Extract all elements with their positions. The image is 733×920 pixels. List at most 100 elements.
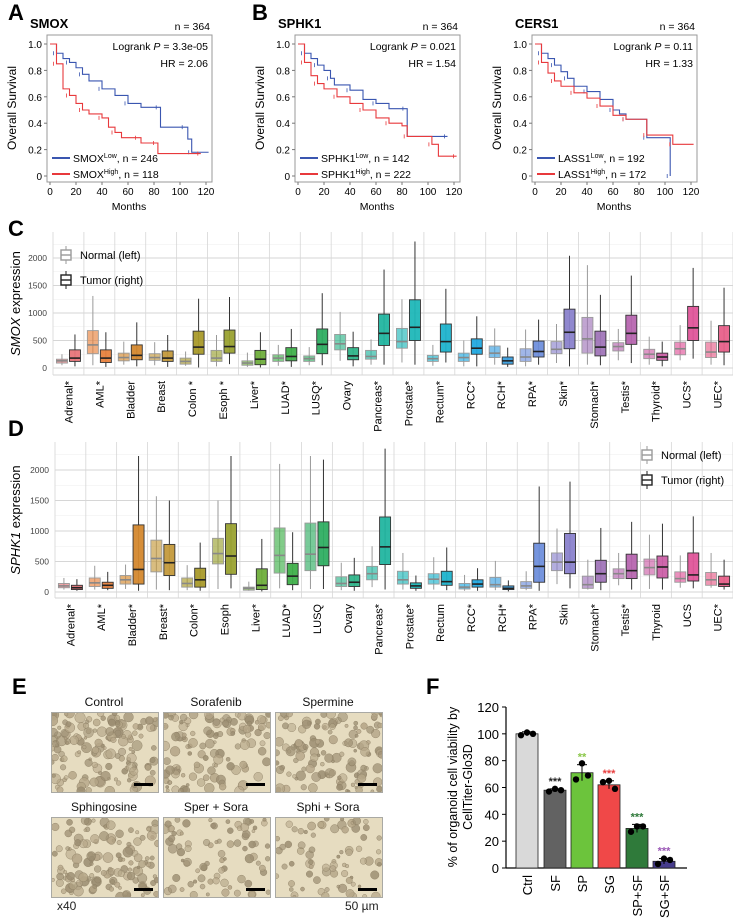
box-normal bbox=[303, 347, 316, 366]
box-normal bbox=[674, 325, 687, 361]
p-symbol: P bbox=[411, 41, 418, 53]
organoid-image bbox=[164, 713, 270, 792]
box-tumor bbox=[656, 341, 669, 367]
box-tumor bbox=[254, 332, 267, 368]
organoid-image bbox=[276, 818, 382, 897]
y-axis-label-line1: % of organoid cell viability by bbox=[446, 706, 460, 867]
data-point bbox=[654, 860, 662, 868]
iqr-box bbox=[581, 316, 594, 354]
x-tick-label: 100 bbox=[657, 187, 674, 198]
legend-n: , n = 246 bbox=[117, 153, 158, 165]
data-point bbox=[517, 731, 525, 739]
iqr-box bbox=[69, 349, 81, 362]
y-tick-label: 100 bbox=[477, 727, 499, 742]
y-tick-label: 500 bbox=[33, 336, 47, 346]
category-label: Ovary bbox=[342, 381, 354, 411]
data-point bbox=[627, 828, 635, 835]
iqr-box bbox=[192, 330, 205, 355]
box-tumor bbox=[348, 557, 361, 591]
iqr-box bbox=[470, 338, 483, 355]
micrograph-label: Sphi + Sora bbox=[296, 800, 360, 814]
iqr-box bbox=[317, 521, 330, 567]
box-normal bbox=[273, 463, 286, 589]
box-tumor bbox=[163, 500, 176, 591]
survival-curve-low bbox=[50, 43, 209, 153]
box-tumor bbox=[409, 575, 422, 591]
iqr-box bbox=[625, 314, 638, 345]
legend-n: , n = 192 bbox=[604, 153, 645, 165]
iqr-box bbox=[378, 313, 390, 346]
y-tick-label: 0 bbox=[42, 363, 47, 373]
legend-n: , n = 142 bbox=[368, 153, 409, 165]
iqr-box bbox=[564, 532, 576, 575]
y-axis-suffix: expression bbox=[8, 465, 23, 531]
y-tick-label: 20 bbox=[485, 834, 499, 849]
data-point bbox=[572, 776, 580, 783]
category-label: UEC* bbox=[713, 603, 725, 631]
p-symbol: P bbox=[153, 41, 160, 53]
y-axis-gene: SPHK1 bbox=[8, 532, 23, 575]
iqr-box bbox=[532, 340, 545, 358]
y-tick-label: 0.4 bbox=[276, 119, 290, 130]
p-value: = 3.3e-05 bbox=[163, 41, 208, 53]
y-tick-label: 0.6 bbox=[276, 93, 290, 104]
box-tumor bbox=[69, 334, 81, 367]
logrank-text: Logrank bbox=[613, 41, 652, 53]
y-tick-label: 2000 bbox=[28, 253, 47, 263]
iqr-box bbox=[705, 572, 718, 586]
iqr-box bbox=[86, 330, 99, 355]
box-tumor bbox=[594, 527, 607, 591]
category-label: SP bbox=[575, 875, 590, 892]
data-point bbox=[584, 772, 592, 779]
iqr-box bbox=[520, 581, 533, 589]
panel-label-c: C bbox=[8, 216, 24, 241]
plot-frame bbox=[294, 34, 461, 183]
box-tumor bbox=[564, 481, 576, 589]
category-label: AML* bbox=[96, 603, 108, 631]
legend-sup: Low bbox=[355, 153, 369, 160]
y-tick-label: 80 bbox=[485, 754, 499, 769]
y-axis-gene: SMOX bbox=[8, 316, 23, 356]
x-tick-label: 100 bbox=[420, 187, 437, 198]
box-normal bbox=[179, 351, 192, 366]
legend-entry: SMOXHigh, n = 118 bbox=[73, 169, 159, 181]
box-tumor bbox=[161, 335, 174, 367]
box-tumor bbox=[255, 538, 268, 592]
box-tumor bbox=[470, 316, 483, 367]
data-point bbox=[551, 785, 559, 793]
box-tumor bbox=[594, 294, 607, 366]
y-tick-label: 0.2 bbox=[28, 146, 42, 157]
iqr-box bbox=[194, 567, 207, 588]
panel-label-f: F bbox=[426, 674, 440, 699]
iqr-box bbox=[594, 330, 607, 357]
box-tumor bbox=[132, 455, 145, 591]
iqr-box bbox=[316, 328, 329, 355]
category-label: Skin* bbox=[558, 380, 570, 406]
category-label: Esoph bbox=[220, 604, 232, 635]
y-tick-label: 0.8 bbox=[276, 66, 290, 77]
box-normal bbox=[366, 546, 379, 588]
hr-label: HR = 1.33 bbox=[645, 58, 693, 70]
micrograph-label: Control bbox=[84, 695, 124, 709]
box-normal bbox=[272, 344, 285, 366]
legend-n: , n = 118 bbox=[118, 169, 159, 181]
iqr-box bbox=[212, 537, 224, 565]
box-normal bbox=[365, 339, 377, 365]
legend-normal-label: Normal (left) bbox=[80, 250, 141, 262]
box-normal bbox=[458, 574, 471, 591]
box-tumor bbox=[223, 297, 236, 365]
micrograph-image bbox=[275, 817, 383, 898]
category-label: LUSQ bbox=[312, 604, 324, 634]
micrograph-label: Sorafenib bbox=[190, 695, 242, 709]
category-label: Stomach* bbox=[589, 603, 601, 651]
box-normal bbox=[56, 354, 68, 366]
category-label: Bladder* bbox=[127, 603, 139, 646]
km-title: SMOX bbox=[30, 16, 69, 31]
category-label: SF bbox=[548, 875, 563, 892]
x-tick-label: 0 bbox=[532, 187, 538, 198]
legend-normal-label: Normal (left) bbox=[661, 450, 722, 462]
box-normal bbox=[581, 559, 594, 590]
iqr-box bbox=[132, 524, 145, 585]
iqr-box bbox=[396, 570, 409, 585]
